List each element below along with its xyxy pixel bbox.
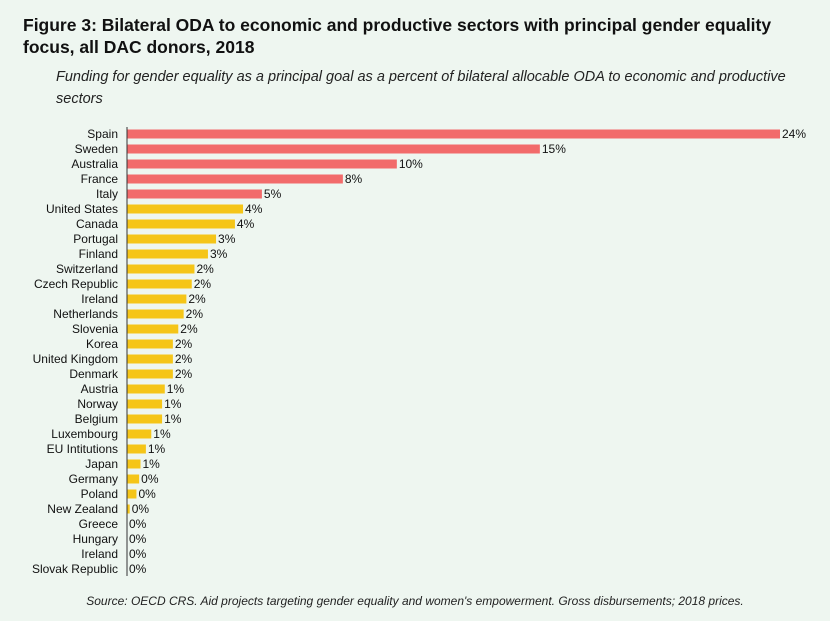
category-label: Czech Republic xyxy=(34,277,118,291)
category-label: Poland xyxy=(81,487,118,501)
bar xyxy=(127,384,165,394)
data-label: 0% xyxy=(129,562,147,576)
data-label: 0% xyxy=(138,487,156,501)
data-label: 0% xyxy=(141,472,159,486)
data-label: 8% xyxy=(345,172,363,186)
data-label: 1% xyxy=(153,427,171,441)
category-label: Australia xyxy=(71,157,118,171)
data-label: 2% xyxy=(194,277,212,291)
data-label: 2% xyxy=(188,292,206,306)
category-label: Slovenia xyxy=(72,322,118,336)
bar xyxy=(127,324,179,334)
category-label: France xyxy=(81,172,119,186)
bar xyxy=(127,354,173,364)
data-label: 1% xyxy=(167,382,185,396)
category-label: Ireland xyxy=(81,292,118,306)
category-label: Switzerland xyxy=(56,262,118,276)
data-label: 15% xyxy=(542,142,566,156)
bar xyxy=(127,369,173,379)
bar xyxy=(127,144,540,154)
bar xyxy=(127,159,397,169)
bar xyxy=(127,219,235,229)
category-label: Norway xyxy=(77,397,118,411)
bar xyxy=(127,339,173,349)
data-label: 0% xyxy=(132,502,150,516)
category-label: Slovak Republic xyxy=(32,562,118,576)
data-label: 2% xyxy=(175,337,193,351)
bar xyxy=(127,249,208,259)
bar xyxy=(127,399,163,409)
source-note: Source: OECD CRS. Aid projects targeting… xyxy=(86,594,744,608)
bars-group: Spain 24% Sweden 15% Australia 10% France 8% Ita… xyxy=(32,127,806,576)
bar xyxy=(127,459,141,469)
category-label: Portugal xyxy=(73,232,118,246)
category-label: Canada xyxy=(76,217,118,231)
category-label: Denmark xyxy=(69,367,119,381)
data-label: 4% xyxy=(237,217,255,231)
category-label: New Zealand xyxy=(47,502,118,516)
bar xyxy=(127,474,140,484)
bar xyxy=(127,174,343,184)
bar xyxy=(127,504,130,514)
data-label: 2% xyxy=(196,262,214,276)
category-label: Greece xyxy=(79,517,119,531)
category-label: United Kingdom xyxy=(33,352,118,366)
category-label: Korea xyxy=(86,337,118,351)
data-label: 1% xyxy=(164,397,182,411)
category-label: United States xyxy=(46,202,118,216)
category-label: Netherlands xyxy=(53,307,118,321)
category-label: Spain xyxy=(87,127,118,141)
bar xyxy=(127,489,137,499)
bar xyxy=(127,234,217,244)
data-label: 0% xyxy=(129,547,147,561)
category-label: Luxembourg xyxy=(51,427,118,441)
chart-title: Figure 3: Bilateral ODA to economic and … xyxy=(23,15,772,57)
bar xyxy=(127,414,163,424)
data-label: 3% xyxy=(210,247,228,261)
bar xyxy=(127,279,192,289)
category-label: Ireland xyxy=(81,547,118,561)
category-label: Germany xyxy=(69,472,118,486)
data-label: 2% xyxy=(175,352,193,366)
data-label: 10% xyxy=(399,157,423,171)
bar xyxy=(127,189,262,199)
data-label: 4% xyxy=(245,202,263,216)
category-label: Austria xyxy=(81,382,119,396)
data-label: 0% xyxy=(129,532,147,546)
bar xyxy=(127,264,195,274)
category-label: Sweden xyxy=(75,142,118,156)
bar xyxy=(127,204,244,214)
data-label: 3% xyxy=(218,232,236,246)
bar xyxy=(127,429,152,439)
category-label: Italy xyxy=(96,187,118,201)
category-label: Hungary xyxy=(73,532,118,546)
bar xyxy=(127,309,184,319)
data-label: 2% xyxy=(180,322,198,336)
data-label: 24% xyxy=(782,127,806,141)
bar-chart: Spain 24% Sweden 15% Australia 10% France 8% Ita… xyxy=(32,127,806,576)
chart-subtitle: Funding for gender equality as a princip… xyxy=(56,69,786,107)
data-label: 5% xyxy=(264,187,282,201)
bar xyxy=(127,294,187,304)
category-label: Belgium xyxy=(75,412,118,426)
category-label: Finland xyxy=(79,247,118,261)
data-label: 2% xyxy=(186,307,204,321)
category-label: EU Intitutions xyxy=(47,442,118,456)
category-label: Japan xyxy=(85,457,118,471)
data-label: 0% xyxy=(129,517,147,531)
data-label: 2% xyxy=(175,367,193,381)
data-label: 1% xyxy=(148,442,166,456)
data-label: 1% xyxy=(142,457,160,471)
bar xyxy=(127,444,146,454)
data-label: 1% xyxy=(164,412,182,426)
bar xyxy=(127,129,780,139)
